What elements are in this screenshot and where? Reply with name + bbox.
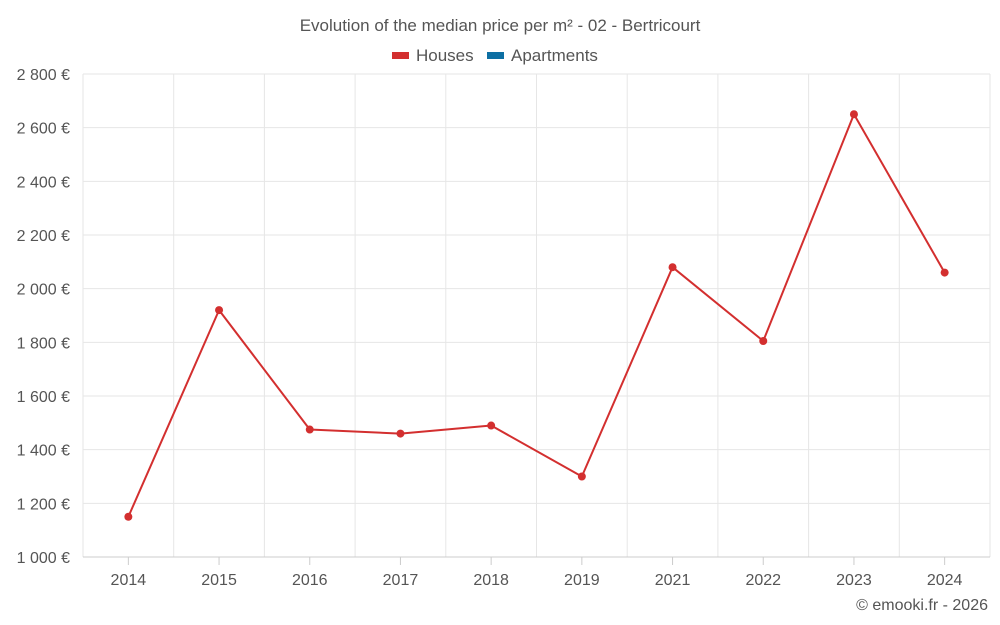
x-tick-label: 2017 (383, 572, 419, 589)
grid (82, 73, 991, 557)
data-point[interactable] (577, 472, 586, 481)
data-point[interactable] (124, 512, 133, 521)
data-point[interactable] (668, 263, 677, 272)
data-point[interactable] (940, 268, 949, 277)
y-tick-label: 1 600 € (17, 389, 70, 406)
legend-item-apartments[interactable]: Apartments (487, 46, 598, 65)
y-tick-label: 1 200 € (17, 496, 70, 513)
series-line (127, 113, 946, 518)
x-tick-label: 2022 (745, 572, 781, 589)
x-tick-label: 2015 (201, 572, 237, 589)
x-tick-label: 2014 (111, 572, 147, 589)
legend-swatch-houses (392, 52, 409, 59)
y-tick-label: 1 800 € (17, 335, 70, 352)
legend-swatch-apartments (487, 52, 504, 59)
x-tick-label: 2019 (564, 572, 600, 589)
legend-label-houses: Houses (416, 46, 474, 65)
legend: Houses Apartments (392, 46, 598, 65)
data-point[interactable] (487, 421, 496, 430)
y-axis: 1 000 € 1 200 € 1 400 € 1 600 € 1 800 € 2 000… (17, 67, 70, 567)
x-axis: 2014 2015 2016 2017 2018 2019 2021 2022 2023 2024 (83, 556, 990, 589)
data-point[interactable] (215, 306, 224, 315)
x-tick-label: 2016 (292, 572, 328, 589)
y-tick-label: 1 000 € (17, 550, 70, 567)
y-tick-label: 2 400 € (17, 174, 70, 191)
data-point[interactable] (759, 336, 768, 345)
credit-text: © emooki.fr - 2026 (856, 597, 988, 614)
data-point[interactable] (849, 110, 858, 119)
x-tick-label: 2018 (473, 572, 509, 589)
y-tick-label: 1 400 € (17, 443, 70, 460)
legend-label-apartments: Apartments (511, 46, 598, 65)
x-tick-label: 2021 (655, 572, 691, 589)
x-tick-label: 2024 (927, 572, 963, 589)
y-tick-label: 2 600 € (17, 121, 70, 138)
series-houses (124, 110, 949, 521)
chart-title: Evolution of the median price per m² - 0… (300, 16, 701, 35)
data-point[interactable] (396, 429, 405, 438)
y-tick-label: 2 000 € (17, 282, 70, 299)
y-tick-label: 2 800 € (17, 67, 70, 84)
x-tick-label: 2023 (836, 572, 872, 589)
legend-item-houses[interactable]: Houses (392, 46, 474, 65)
data-point[interactable] (305, 425, 314, 434)
y-tick-label: 2 200 € (17, 228, 70, 245)
